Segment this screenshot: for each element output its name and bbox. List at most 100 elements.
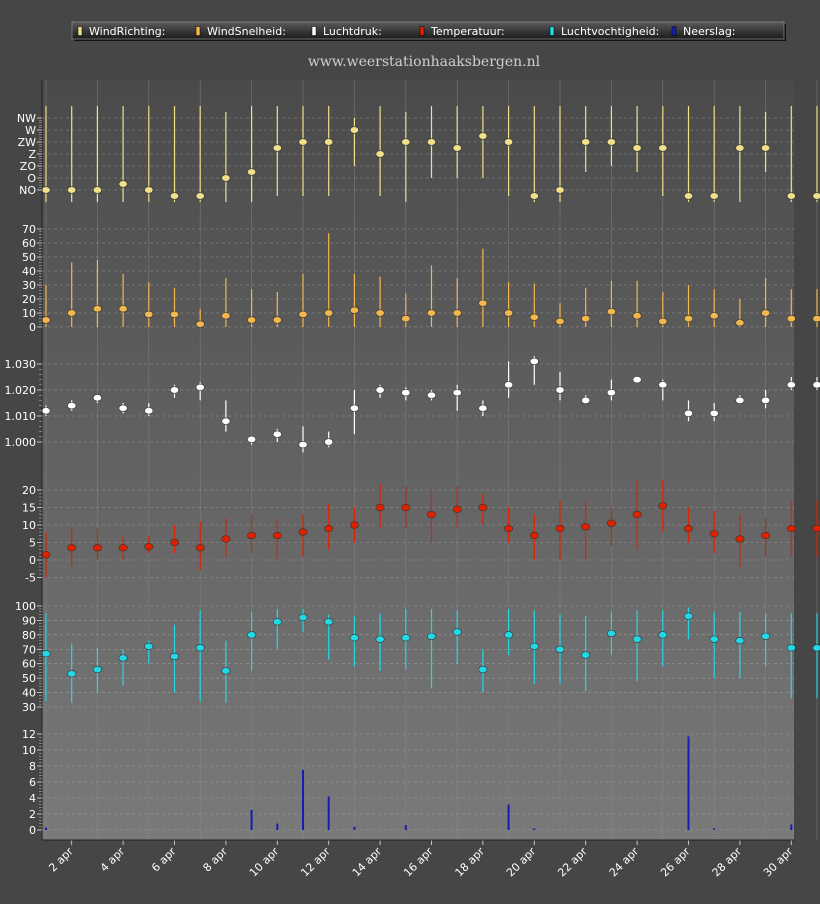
luchtdruk-point (529, 357, 539, 366)
luchtdruk-point (375, 386, 385, 394)
luchtvochtigheid-point (529, 642, 539, 651)
luchtdruk-tick-label: 1.010 (5, 410, 37, 423)
windsnelheid-point (426, 309, 436, 317)
windrichting-point (170, 192, 180, 200)
luchtvochtigheid-point (709, 635, 719, 643)
temperatuur-point (298, 528, 308, 536)
luchtvochtigheid-tick-label: 70 (22, 643, 36, 656)
luchtdruk-point (67, 402, 77, 410)
temperatuur-point (170, 538, 180, 547)
neerslag-tick-label: 0 (29, 824, 36, 837)
temperatuur-point (375, 503, 385, 512)
luchtdruk-point (426, 391, 436, 399)
luchtdruk-point (478, 404, 488, 412)
windsnelheid-point (478, 299, 488, 307)
luchtvochtigheid-point (478, 665, 488, 674)
windrichting-point (247, 168, 257, 176)
luchtdruk-point (452, 389, 462, 397)
luchtvochtigheid-tick-label: 50 (22, 672, 36, 685)
windrichting-point (529, 192, 539, 200)
luchtdruk-point (41, 407, 51, 415)
neerslag-bar (327, 796, 330, 830)
luchtdruk-point (606, 389, 616, 397)
luchtdruk-point (118, 404, 128, 412)
windrichting-point (195, 192, 205, 200)
luchtvochtigheid-point (195, 644, 205, 652)
windsnelheid-tick-label: 0 (29, 321, 36, 334)
windrichting-tick-label: NO (19, 184, 36, 197)
windrichting-point (555, 186, 565, 194)
windsnelheid-point (247, 316, 257, 324)
windsnelheid-tick-label: 60 (22, 237, 36, 250)
luchtvochtigheid-tick-label: 60 (22, 658, 36, 671)
neerslag-bar (353, 826, 356, 830)
temperatuur-point (761, 531, 771, 540)
legend-label: WindRichting: (89, 25, 165, 38)
legend-swatch (77, 26, 83, 36)
windrichting-point (735, 144, 745, 152)
temperatuur-tick-label: 20 (22, 484, 36, 497)
grid (42, 80, 818, 840)
windsnelheid-point (170, 310, 180, 319)
windsnelheid-point (144, 310, 154, 319)
windsnelheid-point (349, 306, 359, 314)
temperatuur-point (581, 523, 591, 531)
windsnelheid-point (786, 315, 796, 323)
windsnelheid-point (555, 317, 565, 326)
temperatuur-point (92, 544, 102, 552)
luchtvochtigheid-point (170, 652, 180, 661)
windsnelheid-point (324, 309, 334, 317)
legend-box (71, 21, 785, 40)
luchtdruk-point (658, 381, 668, 389)
luchtvochtigheid-point (221, 667, 231, 675)
windrichting-tick-label: NW (17, 112, 36, 125)
windrichting-point (298, 138, 308, 146)
luchtvochtigheid-tick-label: 80 (22, 629, 36, 642)
legend-items: WindRichting: WindSnelheid: Luchtdruk: Temp… (77, 25, 736, 38)
luchtvochtigheid-tick-label: 30 (22, 701, 36, 714)
luchtvochtigheid-point (786, 644, 796, 652)
temperatuur-point (247, 531, 257, 540)
windsnelheid-point (67, 309, 77, 317)
temperatuur-point (658, 502, 668, 510)
legend-swatch (671, 26, 677, 36)
neerslag-bar (276, 823, 279, 830)
windsnelheid-point (401, 315, 411, 323)
windrichting-tick-label: W (25, 124, 36, 137)
neerslag-bar (687, 736, 690, 830)
temperatuur-point (401, 503, 411, 512)
windsnelheid-point (812, 315, 820, 323)
temperatuur-point (478, 503, 488, 512)
luchtvochtigheid-point (144, 642, 154, 651)
windsnelheid-point (118, 305, 128, 313)
legend-label: Luchtvochtigheid: (561, 25, 659, 38)
windrichting-point (144, 186, 154, 194)
temperatuur-point (555, 524, 565, 533)
windsnelheid-tick-label: 50 (22, 251, 36, 264)
neerslag-tick-label: 6 (29, 776, 36, 789)
windsnelheid-point (581, 315, 591, 323)
luchtvochtigheid-point (555, 645, 565, 653)
temperatuur-point (452, 505, 462, 513)
windsnelheid-tick-label: 20 (22, 293, 36, 306)
luchtvochtigheid-point (247, 631, 257, 639)
windsnelheid-point (658, 317, 668, 326)
windsnelheid-point (272, 316, 282, 324)
windrichting-point (272, 144, 282, 152)
temperatuur-point (606, 519, 616, 527)
luchtvochtigheid-point (735, 637, 745, 645)
luchtdruk-point (298, 441, 308, 449)
windrichting-point (67, 186, 77, 194)
luchtdruk-point (195, 383, 205, 392)
windrichting-point (761, 144, 771, 152)
windrichting-point (41, 186, 51, 194)
luchtdruk-point (761, 396, 771, 405)
windrichting-point (349, 126, 359, 134)
luchtdruk-tick-label: 1.000 (5, 436, 37, 449)
luchtdruk-point (786, 381, 796, 389)
windrichting-point (786, 192, 796, 200)
luchtvochtigheid-point (683, 612, 693, 620)
luchtvochtigheid-point (349, 634, 359, 642)
